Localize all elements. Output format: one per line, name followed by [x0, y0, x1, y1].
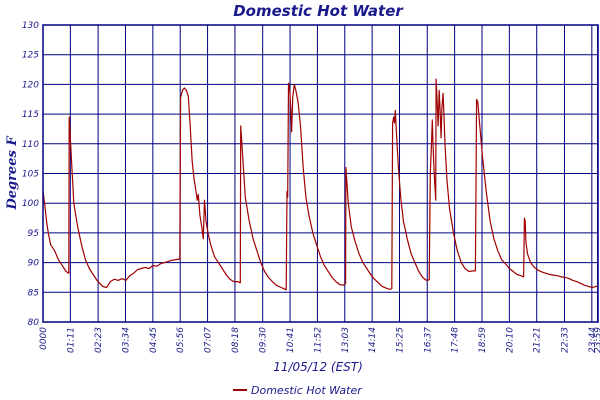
y-tick-label: 120 [22, 80, 39, 90]
series-line [42, 78, 598, 291]
x-tick-label: 21:21 [533, 327, 543, 353]
x-tick-label: 13:03 [341, 327, 351, 353]
y-tick-label: 105 [22, 170, 39, 180]
legend-label: Domestic Hot Water [251, 384, 363, 397]
x-tick-label: 03:34 [121, 327, 131, 353]
y-tick-label: 115 [22, 110, 39, 120]
y-tick-label: 125 [22, 51, 39, 61]
y-ticks: 80 85 90 95 100 105 110 115 120 125 130 [22, 21, 39, 328]
series-layer [42, 78, 598, 291]
grid [42, 24, 599, 323]
x-tick-label: 17:48 [451, 327, 461, 353]
x-tick-label: 0000 [39, 327, 49, 350]
x-tick-label: 22:33 [560, 327, 570, 353]
y-tick-label: 85 [28, 288, 40, 298]
x-tick-label: 14:14 [368, 327, 378, 353]
x-tick-label: 01:11 [66, 327, 76, 353]
x-tick-label: 07:07 [204, 327, 214, 353]
x-tick-label: 04:45 [149, 327, 159, 353]
x-tick-label: 02:23 [94, 327, 104, 353]
y-tick-label: 90 [28, 259, 40, 269]
x-tick-label: 16:37 [423, 327, 433, 353]
x-tick-label: 23:59 [594, 327, 600, 353]
x-tick-label: 15:25 [396, 327, 406, 353]
x-tick-label: 11:52 [313, 327, 323, 353]
plot-frame [42, 24, 599, 323]
x-tick-label: 23:44 [588, 327, 598, 353]
y-tick-label: 95 [28, 229, 40, 239]
legend: Domestic Hot Water [233, 384, 363, 397]
x-tick-label: 10:41 [286, 327, 296, 353]
chart-title: Domestic Hot Water [233, 2, 404, 20]
x-tick-label: 20:10 [505, 327, 515, 353]
y-tick-label: 80 [28, 318, 40, 328]
x-tick-label: 05:56 [176, 327, 186, 353]
y-tick-label: 100 [22, 199, 39, 209]
y-axis-label: Degrees F [5, 136, 20, 211]
y-tick-label: 110 [22, 140, 39, 150]
x-tick-label: 08:18 [231, 327, 241, 353]
y-tick-label: 130 [22, 21, 39, 31]
x-axis-label: 11/05/12 (EST) [273, 360, 363, 374]
x-tick-label: 18:59 [478, 327, 488, 353]
x-ticks: 0000 01:11 02:23 03:34 04:45 05:56 07:07 08:18 0… [39, 327, 600, 353]
x-tick-label: 09:30 [259, 327, 269, 353]
